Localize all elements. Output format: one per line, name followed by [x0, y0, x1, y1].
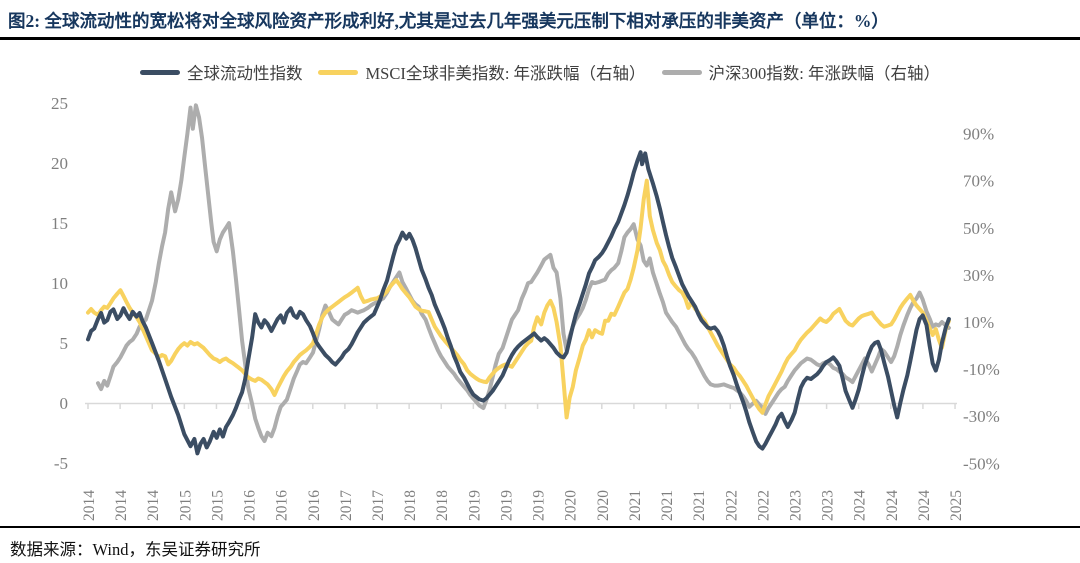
x-tick-label: 2017 — [338, 490, 355, 521]
x-tick-label: 2020 — [595, 490, 612, 521]
y-left-tick-label: 25 — [51, 94, 68, 113]
y-left-tick-label: 5 — [60, 334, 69, 353]
y-right-tick-label: 10% — [963, 313, 994, 332]
legend-swatch-yellow-line-icon — [318, 69, 359, 75]
y-right-tick-label: 30% — [963, 266, 994, 285]
x-tick-label: 2025 — [948, 490, 965, 521]
x-tick-label: 2024 — [884, 490, 901, 521]
y-left-tick-label: 10 — [51, 274, 68, 293]
x-tick-label: 2024 — [916, 490, 933, 521]
x-tick-label: 2017 — [370, 490, 387, 521]
x-tick-label: 2020 — [563, 490, 580, 521]
figure-title: 图2: 全球流动性的宽松将对全球风险资产形成利好,尤其是过去几年强美元压制下相对… — [8, 11, 889, 31]
series-line-global-liquidity-index — [86, 150, 951, 456]
legend-item-msci-ex-us: MSCI全球非美指数: 年涨跌幅（右轴） — [318, 60, 646, 84]
x-tick-label: 2014 — [81, 490, 98, 521]
x-axis: 2014 2014 2014 2015 2015 2016 2016 2016 2017 2017… — [81, 402, 965, 521]
y-left-tick-label: 0 — [60, 394, 69, 413]
y-right-tick-label: 50% — [963, 219, 994, 238]
y-axis-right: 90% 70% 50% 30% 10% -10% -30% -50% — [963, 125, 1000, 474]
y-left-tick-label: 15 — [51, 214, 68, 233]
x-tick-label: 2018 — [434, 490, 451, 521]
x-tick-label: 2016 — [306, 490, 323, 521]
x-tick-label: 2014 — [145, 490, 162, 521]
x-tick-label: 2014 — [113, 490, 130, 521]
y-left-tick-label: 20 — [51, 154, 68, 173]
y-right-tick-label: -50% — [963, 454, 1000, 473]
x-tick-label: 2019 — [466, 490, 483, 521]
x-tick-label: 2021 — [659, 490, 676, 521]
x-tick-label: 2023 — [820, 490, 837, 521]
series-line-csi300-yoy — [96, 103, 951, 443]
x-tick-label: 2018 — [402, 490, 419, 521]
legend-item-csi300: 沪深300指数: 年涨跌幅（右轴） — [661, 60, 941, 84]
y-right-tick-label: -30% — [963, 407, 1000, 426]
x-tick-label: 2019 — [531, 490, 548, 521]
x-tick-label: 2022 — [755, 490, 772, 521]
x-tick-label: 2023 — [787, 490, 804, 521]
y-right-tick-label: 90% — [963, 125, 994, 144]
y-axis-left: 25 20 15 10 5 0 -5 — [51, 94, 68, 473]
x-tick-label: 2019 — [498, 490, 515, 521]
x-tick-label: 2016 — [274, 490, 291, 521]
data-source: 数据来源：Wind，东吴证券研究所 — [10, 540, 261, 559]
legend-swatch-gray-line-icon — [661, 69, 702, 75]
legend-item-global-liquidity: 全球流动性指数 — [139, 60, 303, 84]
x-tick-label: 2016 — [242, 490, 259, 521]
source-divider — [0, 526, 1080, 528]
chart-legend: 全球流动性指数 MSCI全球非美指数: 年涨跌幅（右轴） 沪深300指数: 年涨… — [0, 60, 1080, 84]
legend-label-global-liquidity: 全球流动性指数 — [186, 64, 303, 83]
legend-swatch-navy-line-icon — [139, 69, 180, 75]
x-tick-label: 2022 — [723, 490, 740, 521]
x-tick-label: 2015 — [209, 490, 226, 521]
x-tick-label: 2021 — [627, 490, 644, 521]
y-right-tick-label: -10% — [963, 360, 1000, 379]
x-tick-label: 2024 — [852, 490, 869, 521]
y-left-tick-label: -5 — [54, 454, 68, 473]
x-tick-label: 2015 — [177, 490, 194, 521]
legend-label-msci-ex-us: MSCI全球非美指数: 年涨跌幅（右轴） — [365, 64, 646, 83]
y-right-tick-label: 70% — [963, 172, 994, 191]
title-divider — [0, 37, 1080, 40]
legend-label-csi300: 沪深300指数: 年涨跌幅（右轴） — [708, 64, 941, 83]
x-tick-label: 2021 — [691, 490, 708, 521]
series-line-msci-acwi-ex-us-yoy — [86, 178, 951, 420]
